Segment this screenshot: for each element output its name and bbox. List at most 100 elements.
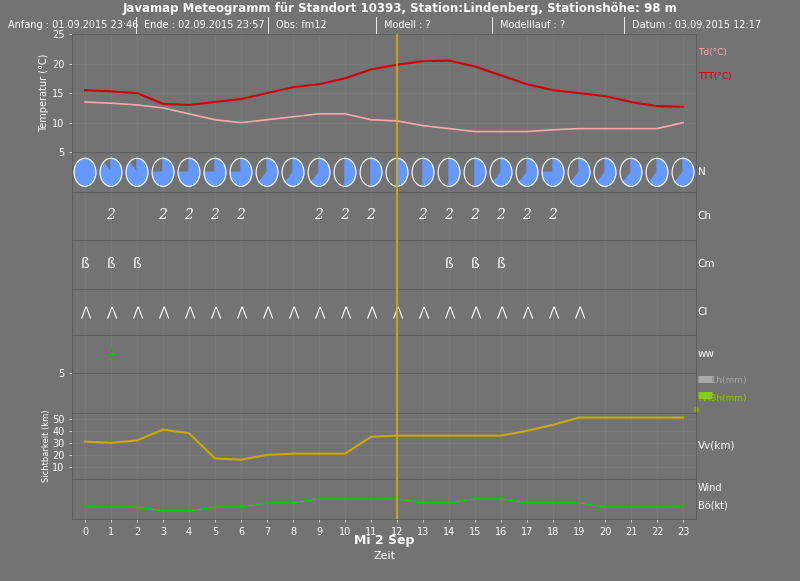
Wedge shape — [598, 158, 616, 187]
Text: Vv(km): Vv(km) — [698, 441, 735, 451]
Text: ww: ww — [698, 349, 715, 358]
Text: ⋀: ⋀ — [496, 305, 506, 318]
Wedge shape — [650, 158, 668, 187]
Wedge shape — [130, 158, 137, 173]
Text: 2: 2 — [366, 209, 375, 223]
Wedge shape — [571, 158, 590, 187]
Text: Td(°C): Td(°C) — [698, 48, 726, 58]
Text: Bö(kt): Bö(kt) — [698, 501, 728, 511]
Wedge shape — [494, 158, 512, 187]
Text: ⋀: ⋀ — [288, 305, 298, 318]
Text: 2: 2 — [497, 209, 506, 223]
Text: TTT(°C): TTT(°C) — [698, 72, 731, 81]
Text: 2: 2 — [549, 209, 558, 223]
Text: RR3h(mm): RR3h(mm) — [698, 394, 746, 403]
Wedge shape — [397, 158, 408, 187]
Y-axis label: Temperatur (°C): Temperatur (°C) — [39, 54, 49, 132]
Text: 2: 2 — [418, 209, 427, 223]
Wedge shape — [475, 158, 486, 187]
Text: ß: ß — [470, 257, 479, 271]
Text: 2: 2 — [522, 209, 531, 223]
Wedge shape — [516, 158, 527, 182]
Text: ⋀: ⋀ — [548, 305, 558, 318]
Text: ⋀: ⋀ — [392, 305, 402, 318]
Text: 2: 2 — [158, 209, 167, 223]
Wedge shape — [490, 158, 501, 182]
Wedge shape — [152, 158, 174, 187]
Text: ⋀: ⋀ — [340, 305, 350, 318]
Text: ß: ß — [445, 257, 454, 271]
Text: 2: 2 — [445, 209, 454, 223]
Wedge shape — [542, 158, 553, 173]
Wedge shape — [204, 158, 226, 187]
Text: ⋀: ⋀ — [470, 305, 480, 318]
Text: Modell : ?: Modell : ? — [384, 20, 430, 30]
Text: ß: ß — [81, 257, 90, 271]
Text: 2: 2 — [210, 209, 219, 223]
Text: 2: 2 — [237, 209, 246, 223]
Wedge shape — [204, 158, 215, 173]
Text: ⋀: ⋀ — [210, 305, 220, 318]
Text: Modelllauf : ?: Modelllauf : ? — [500, 20, 565, 30]
Wedge shape — [542, 158, 564, 187]
Wedge shape — [594, 158, 605, 182]
Text: Ch: Ch — [698, 211, 712, 221]
Wedge shape — [178, 158, 200, 187]
Wedge shape — [672, 158, 683, 182]
Text: ⋀: ⋀ — [184, 305, 194, 318]
Text: ⋀: ⋀ — [418, 305, 428, 318]
Wedge shape — [423, 158, 434, 187]
Text: ß: ß — [133, 257, 142, 271]
Text: ⋀: ⋀ — [236, 305, 246, 318]
Wedge shape — [282, 158, 293, 182]
Text: Wind: Wind — [698, 483, 722, 493]
Wedge shape — [334, 158, 345, 187]
Text: Cm: Cm — [698, 260, 715, 270]
Wedge shape — [449, 158, 460, 187]
Text: ⋀: ⋀ — [80, 305, 90, 318]
Text: ⋀: ⋀ — [106, 305, 116, 318]
Wedge shape — [152, 158, 163, 173]
Wedge shape — [311, 158, 330, 187]
Wedge shape — [286, 158, 304, 187]
Wedge shape — [259, 158, 278, 187]
Text: 2: 2 — [106, 209, 115, 223]
Text: ⋀: ⋀ — [158, 305, 168, 318]
Wedge shape — [386, 158, 397, 187]
Wedge shape — [412, 158, 423, 187]
Text: ⋀: ⋀ — [444, 305, 454, 318]
Text: N: N — [698, 167, 706, 177]
Y-axis label: Sichtbarkeit (km): Sichtbarkeit (km) — [42, 410, 50, 482]
Wedge shape — [646, 158, 657, 182]
Text: ⋀: ⋀ — [314, 305, 324, 318]
Text: Javamap Meteogramm für Standort 10393, Station:Lindenberg, Stationshöhe: 98 m: Javamap Meteogramm für Standort 10393, S… — [122, 2, 678, 15]
Text: ß: ß — [106, 257, 115, 271]
Text: 2: 2 — [185, 209, 194, 223]
Wedge shape — [178, 158, 189, 173]
Wedge shape — [230, 158, 241, 173]
Text: ⋀: ⋀ — [262, 305, 272, 318]
Text: Zeit: Zeit — [373, 551, 395, 561]
Text: ⋀: ⋀ — [574, 305, 584, 318]
Text: ß: ß — [497, 257, 506, 271]
Text: 2: 2 — [314, 209, 323, 223]
Wedge shape — [371, 158, 382, 187]
Text: ⋀: ⋀ — [132, 305, 142, 318]
Wedge shape — [74, 158, 96, 187]
Text: Ende : 02.09.2015 23:57: Ende : 02.09.2015 23:57 — [144, 20, 265, 30]
Wedge shape — [623, 158, 642, 187]
Text: +: + — [105, 347, 117, 361]
Wedge shape — [620, 158, 631, 182]
Text: 2: 2 — [470, 209, 479, 223]
Text: RR1h(mm): RR1h(mm) — [698, 376, 746, 385]
Wedge shape — [126, 158, 148, 187]
Text: Cl: Cl — [698, 307, 708, 317]
Wedge shape — [345, 158, 356, 187]
Wedge shape — [230, 158, 252, 187]
Wedge shape — [464, 158, 475, 187]
Text: 2: 2 — [341, 209, 350, 223]
Wedge shape — [568, 158, 579, 182]
Wedge shape — [675, 158, 694, 187]
Text: ⋀: ⋀ — [366, 305, 376, 318]
Wedge shape — [308, 158, 319, 182]
